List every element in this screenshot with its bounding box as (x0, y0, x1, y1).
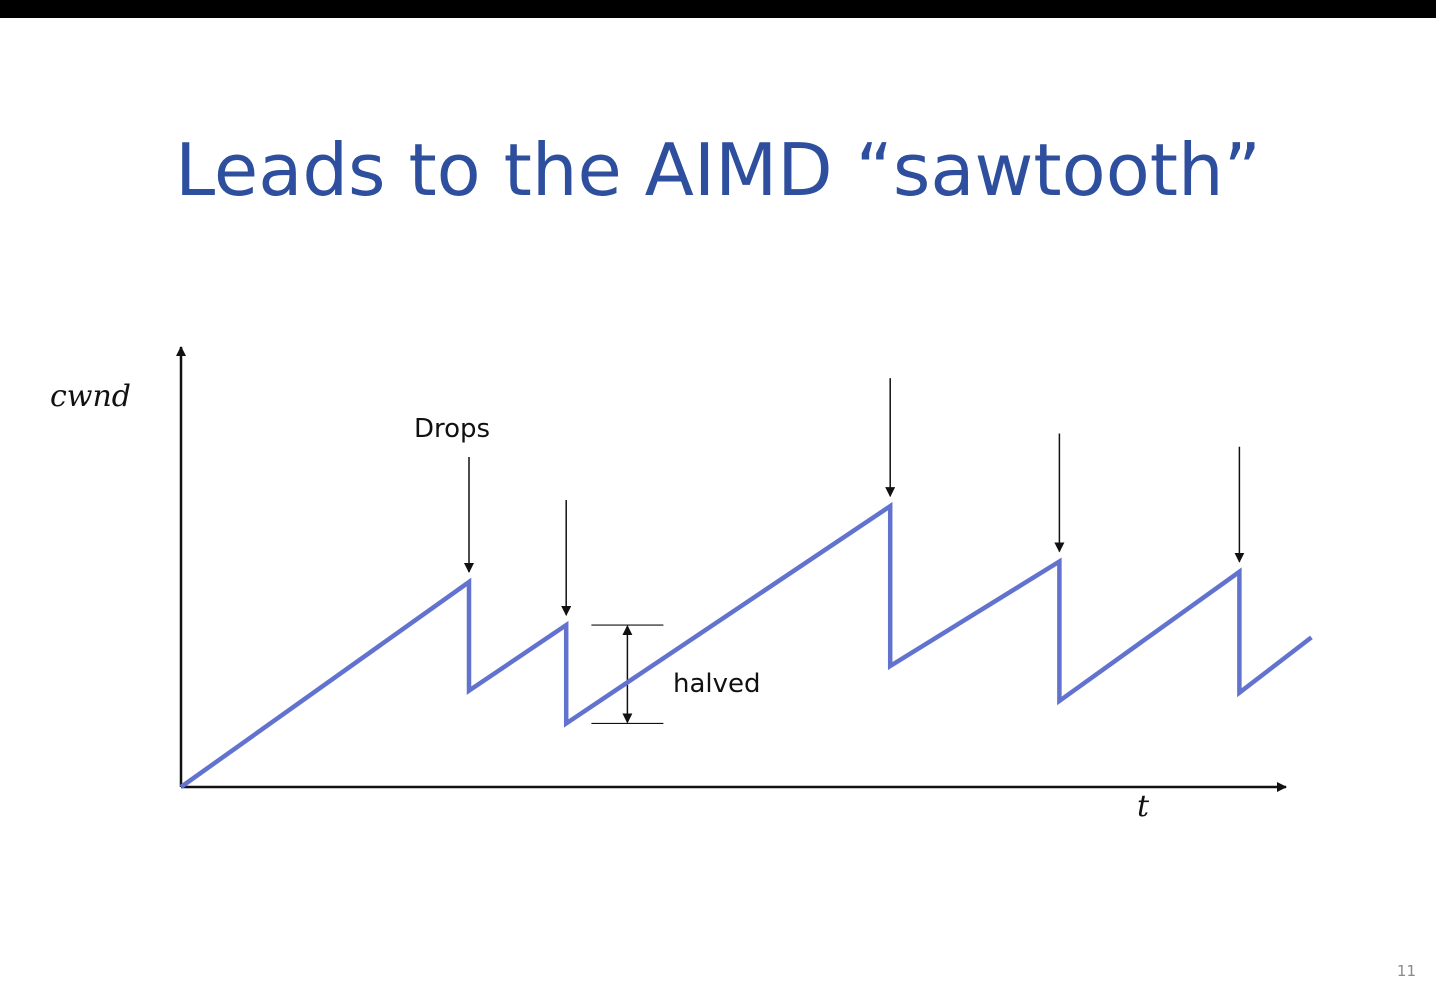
halved-marker (591, 624, 664, 725)
y-axis-label: cwnd (50, 379, 131, 414)
top-black-bar (0, 0, 1436, 18)
page-number: 11 (1396, 962, 1416, 980)
drop-arrows (464, 378, 1245, 617)
sawtooth-line (179, 501, 1313, 789)
halved-label: halved (673, 669, 761, 699)
x-axis-label: t (1137, 789, 1150, 824)
drops-label: Drops (414, 414, 490, 444)
slide-title: Leads to the AIMD “sawtooth” (175, 128, 1261, 212)
